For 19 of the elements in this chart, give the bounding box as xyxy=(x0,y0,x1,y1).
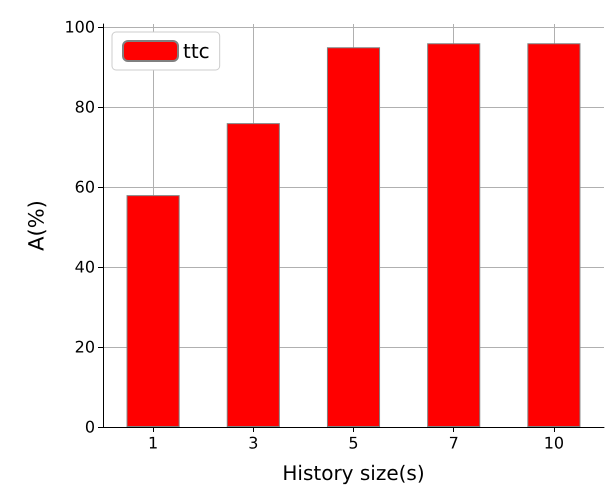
x-tick-label: 7 xyxy=(448,434,459,452)
y-axis-title: A(%) xyxy=(24,200,48,251)
legend-label: ttc xyxy=(183,39,210,63)
y-tick-label: 60 xyxy=(74,178,95,197)
y-tick-label: 40 xyxy=(74,258,95,277)
bar xyxy=(527,43,580,427)
x-tick-label: 1 xyxy=(148,434,158,452)
x-axis-title: History size(s) xyxy=(282,461,425,485)
bar xyxy=(326,47,380,427)
y-tick-label: 0 xyxy=(84,418,95,436)
y-tick-label: 80 xyxy=(74,98,95,117)
x-tick-label: 3 xyxy=(248,434,258,452)
bar xyxy=(126,195,180,427)
x-tick-label: 5 xyxy=(348,434,359,452)
x-tick-label: 10 xyxy=(544,434,564,452)
bar xyxy=(226,123,280,427)
y-tick-label: 20 xyxy=(74,338,95,357)
bar xyxy=(427,43,480,427)
y-tick-label: 100 xyxy=(64,18,95,37)
